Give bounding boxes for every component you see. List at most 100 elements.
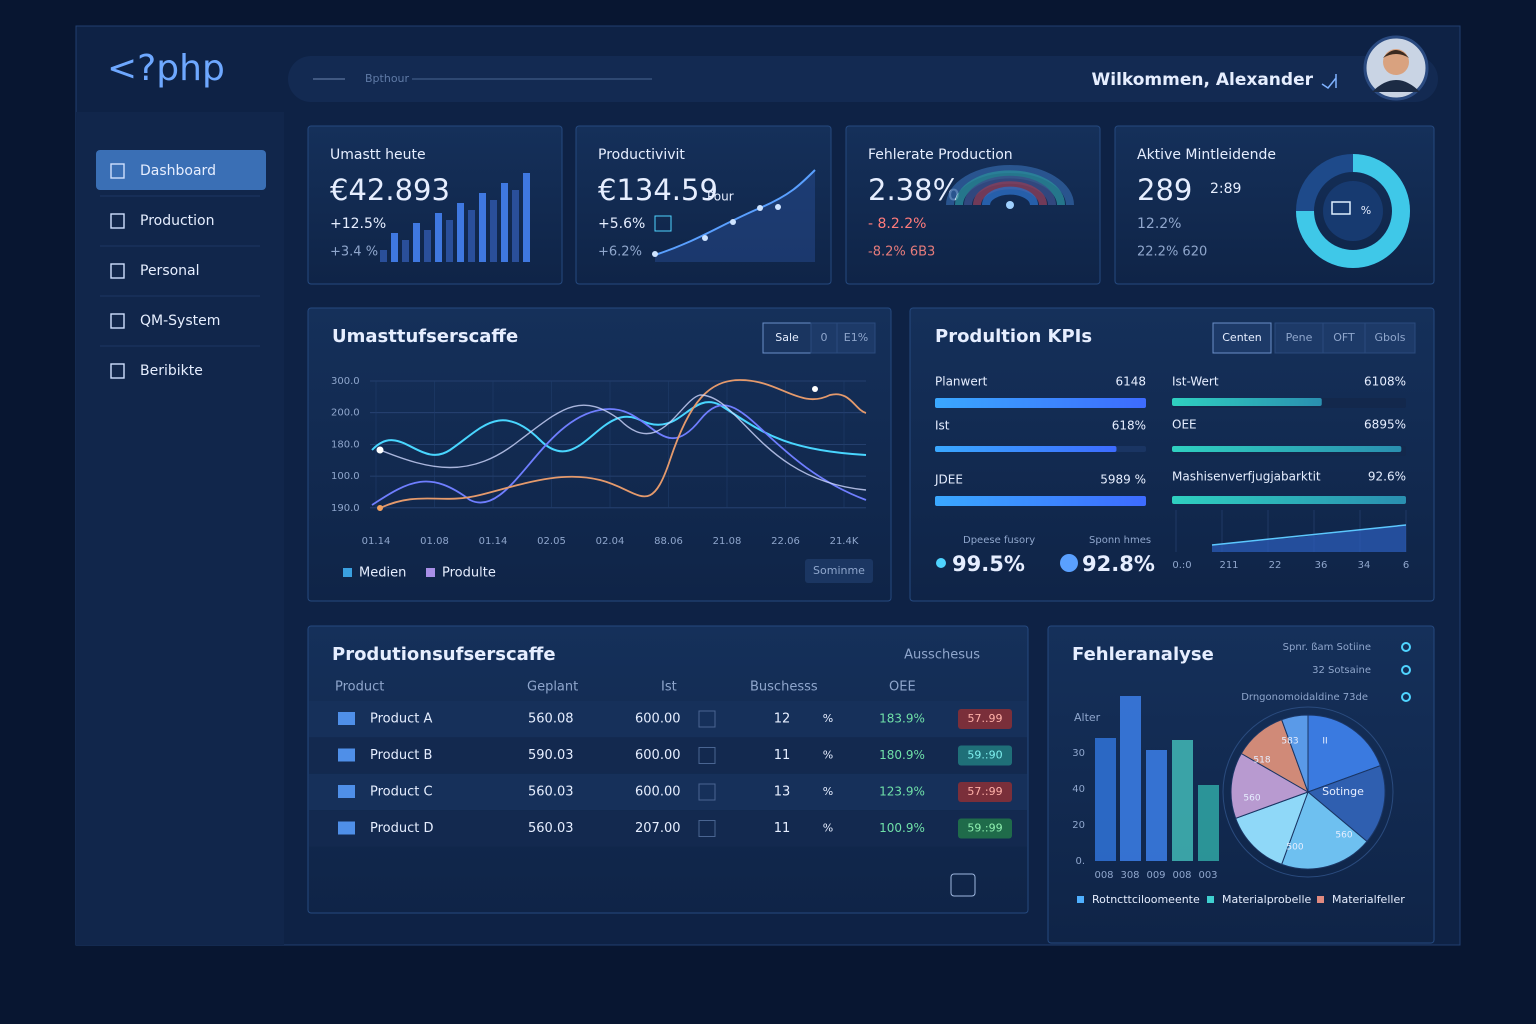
tab[interactable] <box>810 322 838 354</box>
tab-label[interactable]: Pene <box>1286 331 1313 344</box>
tab[interactable] <box>1274 322 1324 354</box>
nav-item[interactable]: QM-System <box>140 313 220 329</box>
decor-line <box>1211 524 1407 546</box>
tab[interactable] <box>762 322 812 354</box>
unit: % <box>823 749 833 762</box>
column-header: Product <box>335 680 384 695</box>
decor-arc <box>955 170 1065 206</box>
checkbox[interactable] <box>698 820 716 837</box>
pie-label: 560 <box>1243 794 1260 804</box>
tab-label[interactable]: E1% <box>844 331 868 344</box>
x-label: 21.08 <box>713 536 742 547</box>
avatar-face <box>1383 49 1409 75</box>
progress-fill <box>935 496 1146 506</box>
tab-label[interactable]: Centen <box>1222 331 1262 344</box>
checkbox[interactable] <box>698 710 716 728</box>
tab-label[interactable]: Gbols <box>1374 331 1405 344</box>
badge-label: 57.:99 <box>967 785 1002 798</box>
planned: 590.03 <box>528 748 574 763</box>
nav-icon <box>110 263 125 279</box>
nav-active[interactable] <box>96 150 266 190</box>
stat-icon <box>1060 554 1078 572</box>
decor-dot <box>376 446 384 454</box>
decor-bar <box>468 210 475 262</box>
donut-arc <box>1296 154 1410 268</box>
kpi-sub: +6.2% <box>598 245 642 260</box>
y-label: 100.0 <box>331 471 360 482</box>
badge <box>958 782 1012 802</box>
search-bar[interactable] <box>288 56 1438 102</box>
x-label: 003 <box>1198 870 1217 881</box>
x-label: 02.04 <box>596 536 625 547</box>
kpi-label: Planwert <box>935 375 988 389</box>
pie-label: 500 <box>1286 843 1303 853</box>
decor-slice <box>1307 765 1386 843</box>
checkbox[interactable] <box>698 747 716 764</box>
column-header: OEE <box>889 680 916 695</box>
decor-slice <box>1281 714 1309 793</box>
oee: 183.9% <box>879 712 925 726</box>
kpi-value: 6895% <box>1364 418 1406 432</box>
tab-label[interactable]: 0 <box>821 331 828 344</box>
y-label: 180.0 <box>331 439 360 450</box>
y-label: 30 <box>1072 748 1085 759</box>
nav-item[interactable]: Beribikte <box>140 363 203 379</box>
column-header: Ist <box>661 680 677 695</box>
filter[interactable]: Ausschesus <box>904 648 980 663</box>
button[interactable] <box>805 559 873 583</box>
stat-label: Sponn hmes <box>1089 535 1151 546</box>
planned: 560.08 <box>528 712 574 727</box>
kpi-title: Fehlerate Production <box>868 147 1013 163</box>
stat-label: Dpeese fusory <box>963 535 1035 546</box>
product-name: Product D <box>370 821 434 836</box>
panel-title: Umasttufserscaffe <box>332 326 518 347</box>
legend-label: Medien <box>359 566 406 581</box>
pie-label: 560 <box>1335 831 1352 841</box>
kpi-label: JDEE <box>934 473 963 487</box>
kpi-value: 618% <box>1112 419 1146 433</box>
button-label[interactable]: Sominme <box>813 564 865 577</box>
nav-item[interactable]: Production <box>140 213 214 229</box>
x-label: 008 <box>1172 870 1191 881</box>
kpi-value: 5989 % <box>1100 473 1146 487</box>
nav-icon <box>110 213 125 229</box>
legend-swatch <box>343 568 352 577</box>
rejects: 11 <box>774 821 791 836</box>
tab-label[interactable]: OFT <box>1333 331 1355 344</box>
nav-item[interactable]: Personal <box>140 263 200 279</box>
logo: <?php <box>107 48 225 89</box>
stat-icon <box>936 558 946 568</box>
product-name: Product C <box>370 785 433 800</box>
kpi-sub: +3.4 % <box>330 245 378 260</box>
tab[interactable] <box>1364 322 1416 354</box>
decor-dot <box>702 235 708 241</box>
nav-icon <box>110 163 125 179</box>
decor-bar <box>435 213 442 262</box>
badge <box>958 709 1012 729</box>
pie-label: II <box>1322 737 1327 747</box>
nav-item[interactable]: Dashboard <box>140 163 216 179</box>
row-bg <box>309 774 1027 810</box>
unit: % <box>823 822 833 835</box>
tab[interactable] <box>836 322 876 354</box>
tab[interactable] <box>1212 322 1272 354</box>
decor-bar <box>490 200 497 262</box>
kpi-unit: 2:89 <box>1210 181 1241 197</box>
checkbox[interactable] <box>698 783 716 801</box>
decor-arc <box>973 181 1047 206</box>
tab-label[interactable]: Sale <box>775 331 799 344</box>
kpi-label: OEE <box>1172 418 1197 432</box>
kpi-value: 289 <box>1137 173 1192 207</box>
x-label: 308 <box>1120 870 1139 881</box>
icon[interactable] <box>950 873 976 897</box>
panel-title: Produtionsufserscaffe <box>332 644 556 665</box>
row-icon <box>338 821 355 835</box>
icon <box>654 215 672 232</box>
tab[interactable] <box>1322 322 1366 354</box>
row-icon <box>338 748 355 762</box>
pie-label: Sotinge <box>1322 785 1364 798</box>
y-label: 190.0 <box>331 503 360 514</box>
avatar-body <box>1372 80 1420 92</box>
decor-bar <box>523 173 530 262</box>
